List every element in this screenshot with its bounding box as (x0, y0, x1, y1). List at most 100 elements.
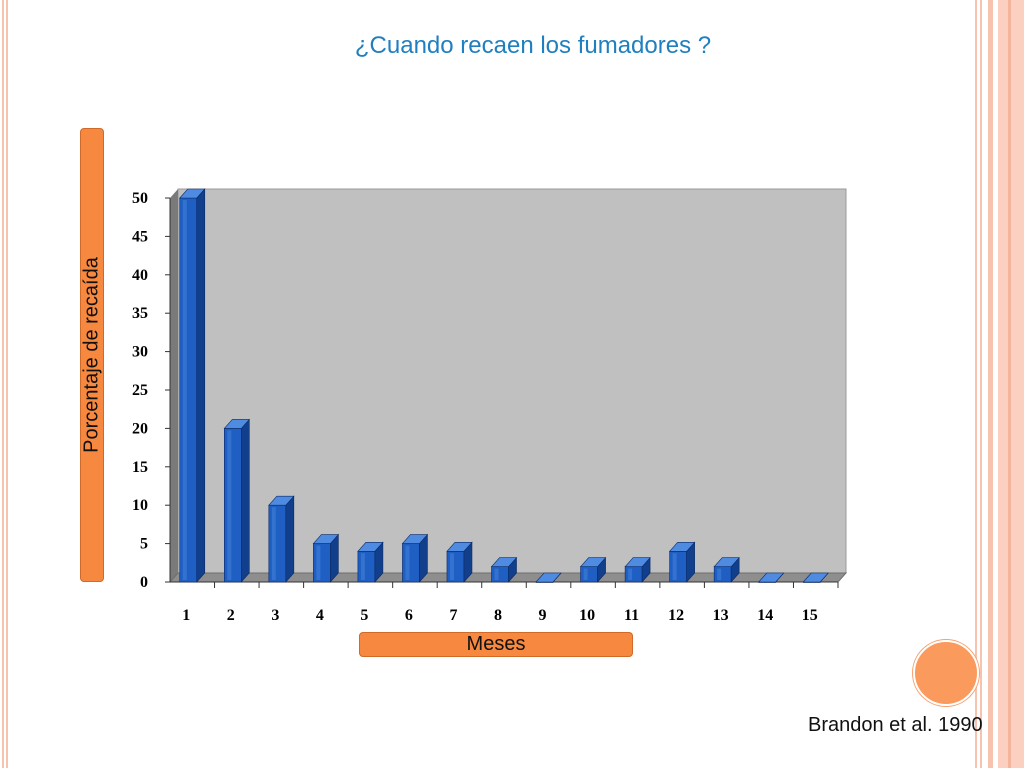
bar-highlight (405, 545, 410, 580)
bar-side (196, 188, 206, 583)
x-tick-label: 5 (360, 607, 368, 624)
bar-top (758, 572, 785, 583)
bar-top (579, 557, 607, 567)
bar-highlight (360, 553, 365, 580)
bar-top (802, 572, 829, 583)
bar-front (402, 543, 420, 583)
bar-top (268, 495, 295, 506)
bar-top (535, 572, 562, 583)
plot-side-wall (170, 189, 178, 582)
bar (624, 556, 651, 583)
bar-front (268, 504, 287, 583)
y-tick-label: 20 (132, 420, 148, 437)
bar (312, 533, 340, 583)
bar (268, 495, 295, 583)
x-tick-label: 7 (449, 607, 457, 624)
bar (535, 572, 562, 583)
x-tick-label: 6 (405, 607, 413, 624)
x-tick-label: 4 (316, 607, 324, 624)
bar (758, 572, 785, 583)
bar (401, 533, 429, 583)
bar-highlight (583, 568, 588, 580)
x-tick-label: 10 (579, 607, 595, 624)
bar (668, 541, 696, 583)
x-tick-label: 11 (624, 607, 639, 624)
left-edge-stripe (6, 0, 8, 768)
bar-highlight (316, 545, 321, 580)
x-tick-label: 14 (757, 607, 773, 624)
bar-side (241, 418, 250, 583)
bar-highlight (227, 430, 232, 580)
bar-top (223, 419, 250, 429)
bar (579, 556, 607, 583)
right-edge-decoration (975, 0, 1024, 768)
y-axis: 0 5 10 15 20 25 30 35 40 45 50 (132, 190, 170, 591)
bar-front (357, 550, 376, 583)
bar-front (224, 428, 242, 583)
bar-top (446, 541, 473, 552)
y-tick-label: 45 (132, 228, 148, 245)
bar-front (624, 566, 643, 583)
bar-top (401, 534, 429, 544)
y-tick-label: 5 (140, 536, 148, 553)
x-axis: 1 2 3 4 5 6 7 8 9 10 11 12 13 14 15 (182, 582, 839, 624)
x-tick-label: 1 (182, 607, 190, 624)
bar (223, 418, 250, 583)
bar-top (668, 541, 696, 552)
bar-top (713, 557, 740, 567)
x-tick-label: 13 (713, 607, 729, 624)
x-tick-label: 15 (802, 607, 818, 624)
y-tick-label: 10 (132, 497, 148, 514)
x-tick-label: 9 (539, 607, 547, 624)
bar (802, 572, 829, 583)
y-tick-label: 30 (132, 344, 148, 361)
y-tick-label: 50 (132, 190, 148, 207)
bar-series (179, 188, 829, 583)
y-axis-label-box (80, 128, 104, 582)
bar-highlight (271, 507, 276, 580)
right-edge-stripe (980, 0, 982, 768)
left-edge-stripe (2, 0, 4, 768)
bar-top (179, 188, 206, 199)
x-tick-label: 8 (494, 607, 502, 624)
bar-highlight (182, 200, 187, 580)
right-edge-stripe (975, 0, 977, 768)
bar-front (669, 550, 687, 583)
x-tick-label: 2 (227, 607, 235, 624)
x-axis-label-box (359, 632, 633, 657)
bar-front (491, 566, 509, 583)
bar (446, 541, 473, 583)
slide-title: ¿Cuando recaen los fumadores ? (354, 32, 712, 59)
y-tick-label: 0 (140, 574, 148, 591)
y-tick-label: 40 (132, 267, 148, 284)
bar-highlight (449, 553, 454, 580)
bar-top (624, 557, 651, 567)
bar (713, 556, 740, 583)
citation: Brandon et al. 1990 (808, 714, 983, 736)
bar-top (312, 534, 340, 544)
bar (179, 188, 206, 583)
y-tick-label: 35 (132, 305, 148, 322)
x-tick-label: 12 (668, 607, 684, 624)
bar-front (713, 566, 732, 583)
y-tick-label: 15 (132, 459, 148, 476)
bar-highlight (717, 568, 722, 580)
right-edge-stripe (1008, 0, 1011, 768)
bar-front (446, 550, 465, 583)
bar-front (580, 566, 598, 583)
bar-side (285, 495, 295, 583)
bar-front (313, 543, 331, 583)
decorative-circle (913, 640, 979, 706)
bar-highlight (672, 553, 677, 580)
bar (357, 541, 384, 583)
left-edge-decoration (0, 0, 10, 768)
x-tick-label: 3 (271, 607, 279, 624)
x-axis-label: Meses (466, 633, 526, 655)
right-edge-stripe (988, 0, 993, 768)
bar-front (179, 197, 198, 583)
bar-highlight (628, 568, 633, 580)
y-tick-label: 25 (132, 382, 148, 399)
bar (490, 556, 518, 583)
bar-top (490, 557, 518, 567)
